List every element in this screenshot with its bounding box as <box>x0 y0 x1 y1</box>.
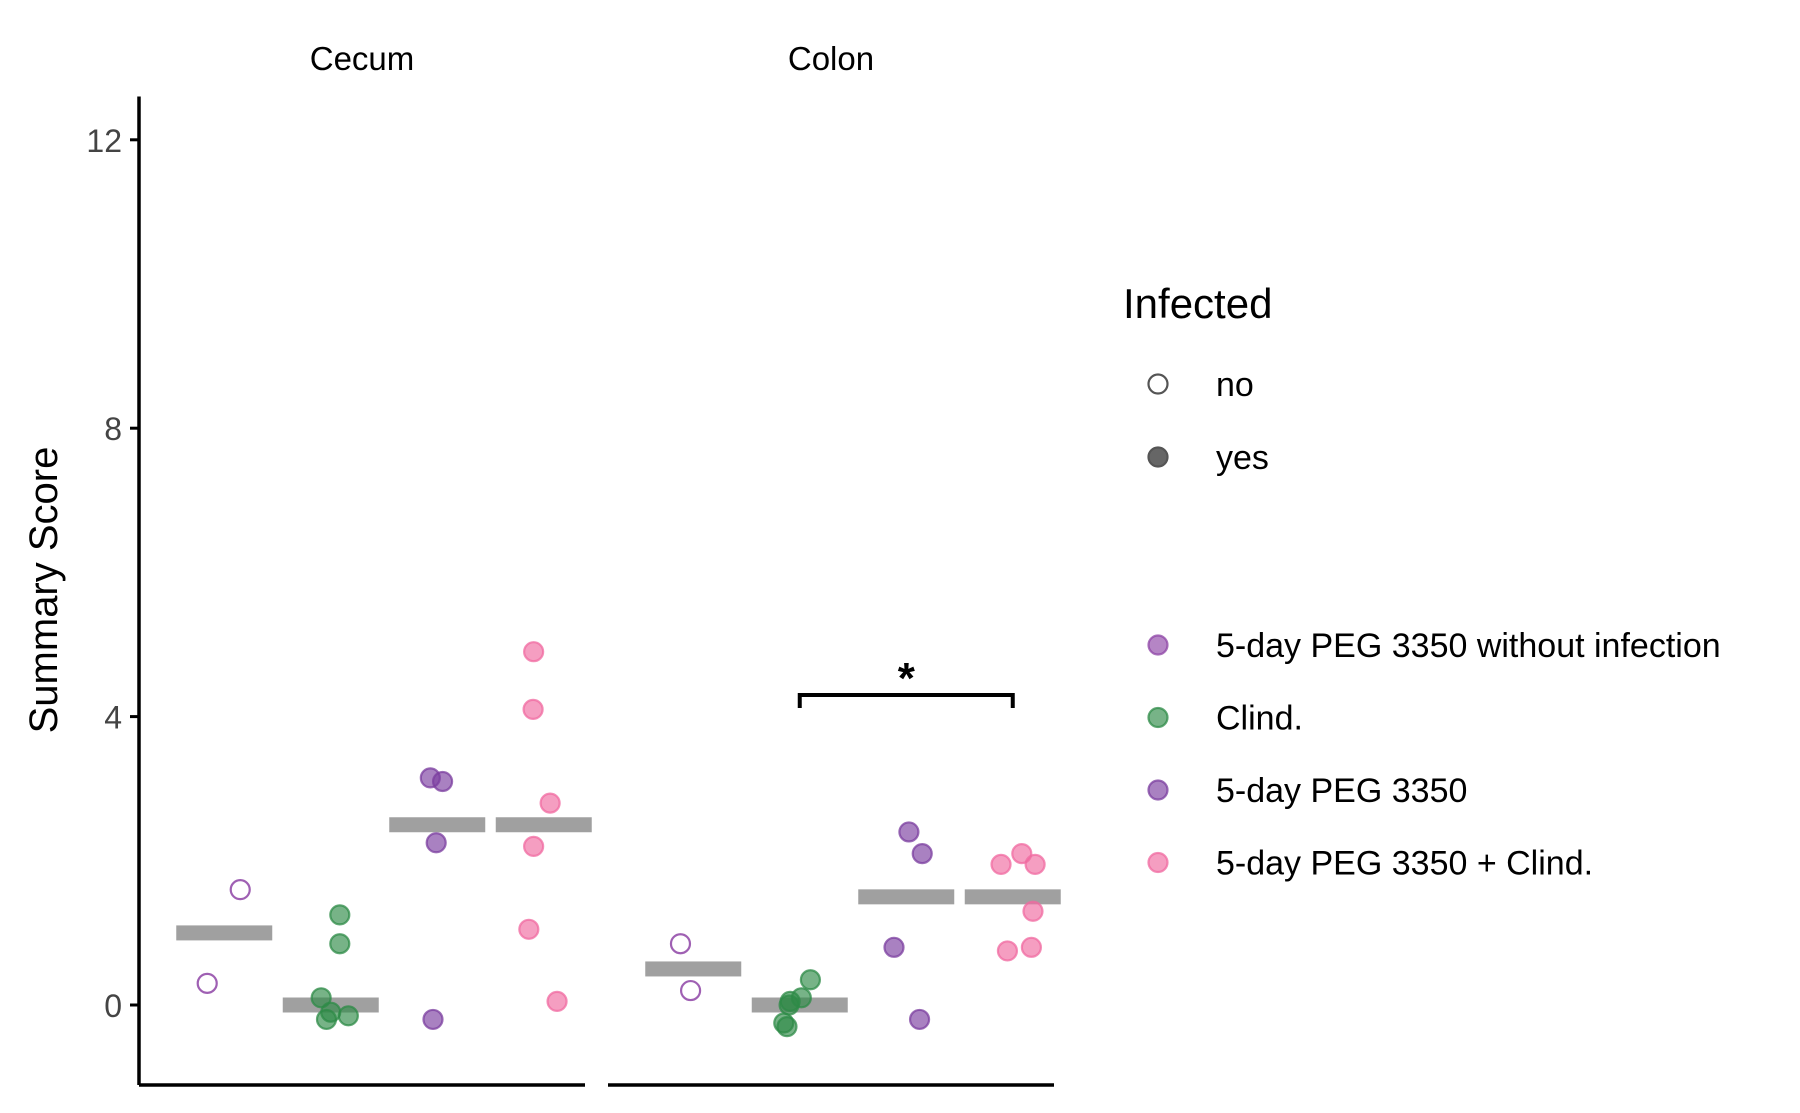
legend-label: 5-day PEG 3350 without infection <box>1216 627 1721 665</box>
data-point <box>522 698 544 720</box>
legend-label: 5-day PEG 3350 <box>1216 772 1467 810</box>
data-point <box>1020 936 1042 958</box>
legend-key-group <box>1147 779 1169 801</box>
data-point <box>908 1008 931 1031</box>
legend-label: yes <box>1216 439 1269 477</box>
data-point <box>518 918 540 940</box>
median-bar <box>495 817 592 833</box>
data-point <box>523 835 545 857</box>
data-point <box>329 933 351 955</box>
median-bar <box>176 925 273 941</box>
data-point <box>539 792 561 814</box>
legend-label: 5-day PEG 3350 + Clind. <box>1216 845 1593 883</box>
legend-key-group <box>1147 706 1169 729</box>
legend-title: Infected <box>1123 280 1272 327</box>
y-tick-label: 8 <box>104 411 122 447</box>
median-bar <box>645 961 742 977</box>
legend-key-group <box>1147 634 1169 656</box>
data-point <box>337 1005 359 1027</box>
data-point <box>679 979 702 1002</box>
data-point <box>229 879 251 901</box>
plot-area: 0 4 8 12 Cecum Colon * <box>86 40 1061 1087</box>
significance-label: * <box>898 654 916 703</box>
legend-key-filled <box>1147 446 1169 468</box>
data-point <box>329 904 351 926</box>
data-point <box>1022 900 1044 922</box>
data-point <box>669 933 692 955</box>
panel-title: Cecum <box>310 40 415 77</box>
y-tick-label: 12 <box>86 123 122 159</box>
data-point <box>546 990 568 1012</box>
y-tick-label: 4 <box>104 700 122 736</box>
legend: Infected no yes 5-day PEG 3350 without infe… <box>1123 280 1721 883</box>
data-point <box>422 1008 444 1031</box>
panel-title: Colon <box>788 40 874 77</box>
median-bar <box>389 817 486 833</box>
legend-key-group <box>1147 851 1169 874</box>
data-point <box>431 770 454 793</box>
data-point <box>523 641 545 663</box>
significance-bracket <box>797 692 1015 708</box>
data-point <box>320 1001 342 1023</box>
data-point <box>883 936 905 958</box>
data-point <box>911 842 933 865</box>
legend-label: no <box>1216 366 1254 404</box>
data-point <box>898 821 920 843</box>
data-point <box>990 853 1012 876</box>
data-point <box>310 987 332 1009</box>
legend-key-open <box>1147 373 1169 395</box>
median-bar <box>858 889 955 905</box>
data-point <box>776 1016 798 1038</box>
data-point <box>1024 853 1046 876</box>
median-bar <box>964 889 1061 905</box>
y-axis-title: Summary Score <box>22 447 66 734</box>
data-point <box>778 994 800 1016</box>
data-point <box>799 969 822 991</box>
data-point <box>425 832 447 854</box>
legend-label: Clind. <box>1216 700 1303 738</box>
data-point <box>196 972 218 994</box>
data-point <box>996 940 1019 962</box>
y-tick-label: 0 <box>104 988 122 1024</box>
